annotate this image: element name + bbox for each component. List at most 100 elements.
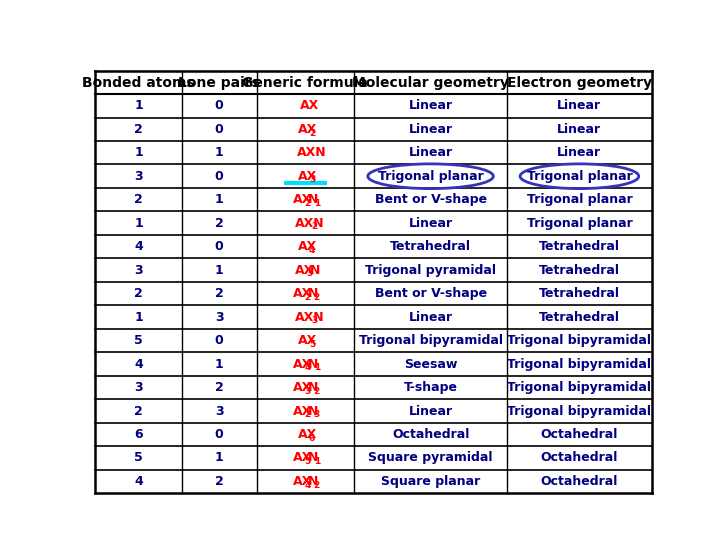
Text: 1: 1 bbox=[134, 311, 143, 324]
Text: 3: 3 bbox=[309, 176, 315, 184]
Text: 2: 2 bbox=[215, 217, 223, 230]
Text: 0: 0 bbox=[215, 240, 223, 253]
Text: 3: 3 bbox=[306, 269, 312, 278]
Text: Square pyramidal: Square pyramidal bbox=[368, 452, 493, 465]
Text: 1: 1 bbox=[134, 146, 143, 159]
Text: Bent or V-shape: Bent or V-shape bbox=[375, 193, 487, 206]
Text: Trigonal planar: Trigonal planar bbox=[526, 193, 633, 206]
Text: 5: 5 bbox=[309, 340, 315, 349]
Text: N: N bbox=[308, 405, 319, 418]
Text: N: N bbox=[308, 475, 319, 488]
Text: AX: AX bbox=[298, 170, 317, 183]
Text: 1: 1 bbox=[215, 264, 223, 277]
Text: 2: 2 bbox=[134, 287, 143, 300]
Text: 4: 4 bbox=[304, 481, 310, 490]
Text: 1: 1 bbox=[215, 452, 223, 465]
Text: Lone pairs: Lone pairs bbox=[178, 75, 260, 90]
Text: 2: 2 bbox=[215, 381, 223, 394]
Text: AX: AX bbox=[300, 100, 319, 112]
Text: AX: AX bbox=[298, 240, 317, 253]
Text: 3: 3 bbox=[215, 405, 223, 418]
Text: N: N bbox=[308, 287, 319, 300]
Text: 6: 6 bbox=[309, 434, 315, 443]
Text: 2: 2 bbox=[314, 293, 320, 302]
Text: AX: AX bbox=[298, 428, 317, 441]
Text: Tetrahedral: Tetrahedral bbox=[539, 287, 620, 300]
Text: N: N bbox=[308, 452, 319, 465]
Text: Linear: Linear bbox=[409, 100, 452, 112]
Text: 2: 2 bbox=[312, 222, 318, 231]
Text: AX: AX bbox=[293, 193, 312, 206]
Text: 3: 3 bbox=[312, 316, 318, 325]
Text: 2: 2 bbox=[134, 123, 143, 136]
Text: 2: 2 bbox=[215, 475, 223, 488]
Text: 0: 0 bbox=[215, 170, 223, 183]
Text: Trigonal bipyramidal: Trigonal bipyramidal bbox=[508, 358, 651, 371]
Text: 1: 1 bbox=[134, 100, 143, 112]
Text: Linear: Linear bbox=[409, 217, 452, 230]
Text: 1: 1 bbox=[314, 199, 320, 208]
Text: Trigonal planar: Trigonal planar bbox=[378, 170, 483, 183]
Text: 3: 3 bbox=[304, 387, 310, 396]
Text: AX: AX bbox=[293, 452, 312, 465]
Text: AX: AX bbox=[293, 287, 312, 300]
Text: 2: 2 bbox=[314, 387, 320, 396]
Text: T-shape: T-shape bbox=[404, 381, 457, 394]
Text: 1: 1 bbox=[134, 217, 143, 230]
Text: AX: AX bbox=[293, 405, 312, 418]
Text: 2: 2 bbox=[304, 410, 310, 419]
Text: Trigonal planar: Trigonal planar bbox=[526, 170, 633, 183]
Text: 4: 4 bbox=[134, 358, 143, 371]
Text: Linear: Linear bbox=[557, 123, 602, 136]
Text: Octahedral: Octahedral bbox=[541, 428, 618, 441]
Text: 4: 4 bbox=[134, 475, 143, 488]
Text: Tetrahedral: Tetrahedral bbox=[539, 311, 620, 324]
Text: Octahedral: Octahedral bbox=[541, 452, 618, 465]
Text: Linear: Linear bbox=[409, 311, 452, 324]
Text: Seesaw: Seesaw bbox=[404, 358, 457, 371]
Text: 5: 5 bbox=[134, 452, 143, 465]
Text: Linear: Linear bbox=[557, 100, 602, 112]
Text: 3: 3 bbox=[134, 381, 143, 394]
Text: Linear: Linear bbox=[409, 123, 452, 136]
Text: 3: 3 bbox=[215, 311, 223, 324]
Text: Trigonal bipyramidal: Trigonal bipyramidal bbox=[358, 334, 503, 347]
Text: 2: 2 bbox=[304, 293, 310, 302]
Text: 1: 1 bbox=[314, 363, 320, 372]
Text: AX: AX bbox=[293, 475, 312, 488]
Text: Bent or V-shape: Bent or V-shape bbox=[375, 287, 487, 300]
Text: 6: 6 bbox=[134, 428, 143, 441]
Text: AX: AX bbox=[295, 264, 314, 277]
Text: 2: 2 bbox=[215, 287, 223, 300]
Text: 0: 0 bbox=[215, 334, 223, 347]
Text: AX: AX bbox=[298, 334, 317, 347]
Text: 1: 1 bbox=[314, 457, 320, 466]
Text: 2: 2 bbox=[134, 405, 143, 418]
Text: Electron geometry: Electron geometry bbox=[507, 75, 652, 90]
Text: N: N bbox=[308, 358, 319, 371]
Text: AXN: AXN bbox=[297, 146, 327, 159]
Text: N: N bbox=[308, 193, 319, 206]
Text: 2: 2 bbox=[314, 481, 320, 490]
Text: Octahedral: Octahedral bbox=[392, 428, 470, 441]
Text: 1: 1 bbox=[215, 358, 223, 371]
Text: Linear: Linear bbox=[409, 405, 452, 418]
Text: 4: 4 bbox=[304, 363, 310, 372]
Text: Bonded atoms: Bonded atoms bbox=[82, 75, 195, 90]
Text: N: N bbox=[310, 264, 320, 277]
Text: Square planar: Square planar bbox=[381, 475, 480, 488]
Text: Tetrahedral: Tetrahedral bbox=[539, 264, 620, 277]
Text: Trigonal pyramidal: Trigonal pyramidal bbox=[365, 264, 496, 277]
Text: AXN: AXN bbox=[295, 217, 325, 230]
Text: N: N bbox=[308, 381, 319, 394]
Text: 3: 3 bbox=[134, 264, 143, 277]
Text: Trigonal planar: Trigonal planar bbox=[526, 217, 633, 230]
Text: AX: AX bbox=[293, 381, 312, 394]
Text: 4: 4 bbox=[134, 240, 143, 253]
Text: 5: 5 bbox=[304, 457, 310, 466]
Text: 1: 1 bbox=[215, 193, 223, 206]
Text: 2: 2 bbox=[134, 193, 143, 206]
Text: 4: 4 bbox=[309, 246, 315, 255]
Text: 0: 0 bbox=[215, 123, 223, 136]
Text: 3: 3 bbox=[134, 170, 143, 183]
